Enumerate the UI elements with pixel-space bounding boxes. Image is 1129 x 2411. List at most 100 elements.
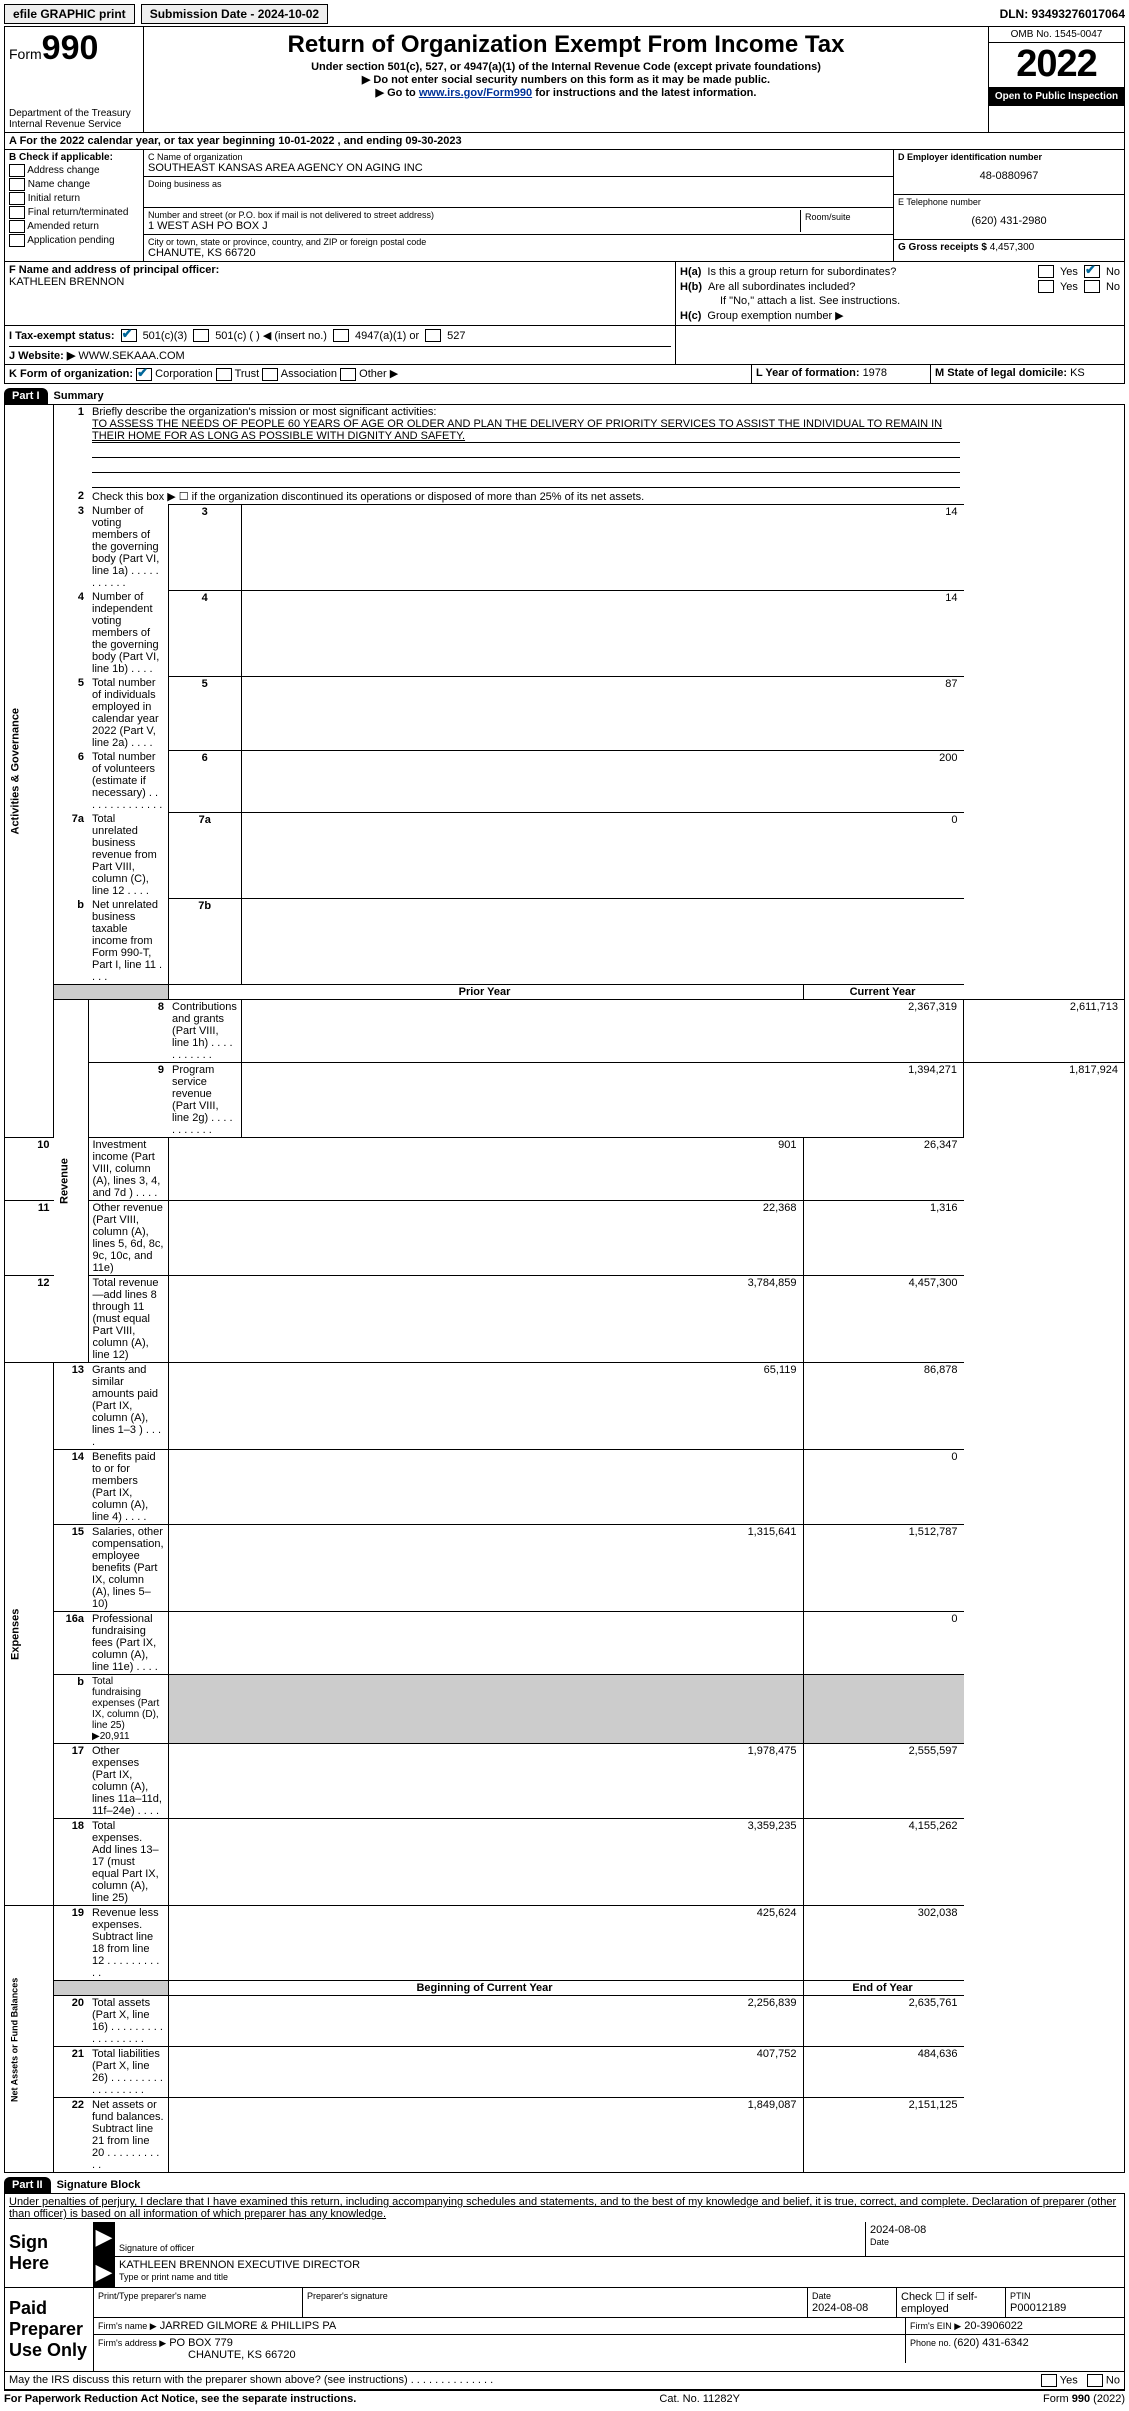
sign-here-label: Sign Here: [5, 2222, 94, 2287]
l17-cy: 2,555,597: [803, 1744, 964, 1819]
l16a-py: [168, 1612, 803, 1675]
mission-text: TO ASSESS THE NEEDS OF PEOPLE 60 YEARS O…: [92, 418, 960, 443]
chk-assoc[interactable]: [262, 368, 278, 381]
prep-name-label: Print/Type preparer's name: [98, 2291, 206, 2301]
chk-app-pending[interactable]: Application pending: [9, 234, 139, 247]
efile-button[interactable]: efile GRAPHIC print: [4, 4, 135, 24]
eoy-header: End of Year: [803, 1981, 964, 1996]
l11-text: Other revenue (Part VIII, column (A), li…: [88, 1201, 168, 1276]
self-employed-check[interactable]: Check ☐ if self-employed: [897, 2288, 1006, 2317]
l22-text: Net assets or fund balances. Subtract li…: [88, 2098, 168, 2173]
chk-501c3[interactable]: [121, 329, 137, 342]
dept-label: Department of the Treasury: [9, 108, 139, 119]
l21-text: Total liabilities (Part X, line 26): [88, 2047, 168, 2098]
top-toolbar: efile GRAPHIC print Submission Date - 20…: [4, 4, 1125, 24]
city-value: CHANUTE, KS 66720: [148, 247, 889, 259]
l19-py: 425,624: [168, 1906, 803, 1981]
org-name: SOUTHEAST KANSAS AREA AGENCY ON AGING IN…: [148, 162, 889, 174]
opt-4947: 4947(a)(1) or: [355, 330, 419, 342]
tax-year: 2022: [989, 43, 1124, 86]
l7b-text: Net unrelated business taxable income fr…: [88, 898, 168, 985]
chk-final-return[interactable]: Final return/terminated: [9, 206, 139, 219]
ha-text: Is this a group return for subordinates?: [707, 266, 1032, 278]
chk-527[interactable]: [425, 329, 441, 342]
addr-value: 1 WEST ASH PO BOX J: [148, 220, 800, 232]
website-value: WWW.SEKAAA.COM: [75, 350, 184, 362]
l13-text: Grants and similar amounts paid (Part IX…: [88, 1363, 168, 1450]
chk-corp[interactable]: [136, 368, 152, 381]
firm-city: CHANUTE, KS 66720: [98, 2349, 901, 2361]
l16b-val: 20,911: [100, 1731, 130, 1742]
row-m-label: M State of legal domicile:: [935, 367, 1070, 379]
boy-header: Beginning of Current Year: [168, 1981, 803, 1996]
chk-address-change[interactable]: Address change: [9, 164, 139, 177]
l20-text: Total assets (Part X, line 16): [88, 1996, 168, 2047]
opt-501c: 501(c) ( ) ◀ (insert no.): [215, 329, 327, 342]
l1-label: Briefly describe the organization's miss…: [92, 406, 436, 418]
l15-text: Salaries, other compensation, employee b…: [88, 1525, 168, 1612]
chk-amended[interactable]: Amended return: [9, 220, 139, 233]
year-formation: 1978: [863, 367, 887, 379]
cy-header: Current Year: [803, 985, 964, 1000]
signature-block: Sign Here ▶ Signature of officer 2024-08…: [4, 2222, 1125, 2372]
city-label: City or town, state or province, country…: [148, 237, 889, 247]
l10-text: Investment income (Part VIII, column (A)…: [88, 1138, 168, 1201]
sig-date: 2024-08-08: [870, 2224, 926, 2236]
l16a-cy: 0: [803, 1612, 964, 1675]
chk-trust[interactable]: [216, 368, 232, 381]
declaration-text: Under penalties of perjury, I declare th…: [4, 2193, 1125, 2222]
l20-cy: 2,635,761: [803, 1996, 964, 2047]
officer-name: KATHLEEN BRENNON: [9, 276, 124, 288]
chk-initial-return[interactable]: Initial return: [9, 192, 139, 205]
prep-sig-label: Preparer's signature: [307, 2291, 388, 2301]
opt-other: Other ▶: [359, 368, 398, 380]
l22-cy: 2,151,125: [803, 2098, 964, 2173]
row-f-h: F Name and address of principal officer:…: [4, 262, 1125, 326]
ha-yes[interactable]: [1038, 265, 1054, 278]
discuss-text: May the IRS discuss this return with the…: [9, 2374, 493, 2387]
discuss-no[interactable]: [1087, 2374, 1103, 2387]
goto-label: Go to: [387, 87, 419, 99]
ha-no[interactable]: [1084, 265, 1100, 278]
l17-py: 1,978,475: [168, 1744, 803, 1819]
l17-text: Other expenses (Part IX, column (A), lin…: [88, 1744, 168, 1819]
l4-text: Number of independent voting members of …: [88, 590, 168, 676]
opt-corp: Corporation: [155, 368, 212, 380]
col-b-title: B Check if applicable:: [9, 152, 113, 163]
hb-no[interactable]: [1084, 280, 1100, 293]
dln-text: DLN: 93493276017064: [1000, 7, 1125, 21]
l12-cy: 4,457,300: [803, 1276, 964, 1363]
part-2-title: Signature Block: [51, 2179, 141, 2191]
irs-label: Internal Revenue Service: [9, 119, 139, 130]
h-note: If "No," attach a list. See instructions…: [680, 294, 1120, 308]
officer-label: F Name and address of principal officer:: [9, 264, 219, 276]
summary-table: Activities & Governance 1Briefly describ…: [4, 404, 1125, 2174]
row-a-mid: , and ending: [334, 135, 405, 147]
l8-py: 2,367,319: [241, 1000, 963, 1063]
hb-yes[interactable]: [1038, 280, 1054, 293]
l10-py: 901: [168, 1138, 803, 1201]
firm-phone: (620) 431-6342: [954, 2337, 1029, 2349]
dba-label: Doing business as: [148, 179, 889, 189]
opt-501c3: 501(c)(3): [143, 330, 188, 342]
state-domicile: KS: [1070, 367, 1085, 379]
chk-name-change[interactable]: Name change: [9, 178, 139, 191]
firm-ein-label: Firm's EIN ▶: [910, 2321, 961, 2331]
discuss-yes[interactable]: [1041, 2374, 1057, 2387]
irs-link[interactable]: www.irs.gov/Form990: [419, 87, 532, 99]
l19-cy: 302,038: [803, 1906, 964, 1981]
l11-cy: 1,316: [803, 1201, 964, 1276]
submission-date-button[interactable]: Submission Date - 2024-10-02: [141, 4, 328, 24]
firm-addr: PO BOX 779: [169, 2337, 233, 2349]
chk-4947[interactable]: [333, 329, 349, 342]
l6-text: Total number of volunteers (estimate if …: [88, 750, 168, 812]
l11-py: 22,368: [168, 1201, 803, 1276]
prep-date-label: Date: [812, 2291, 831, 2301]
chk-other[interactable]: [340, 368, 356, 381]
omb-label: OMB No. 1545-0047: [989, 27, 1124, 43]
org-name-label: C Name of organization: [148, 152, 889, 162]
vert-activities: Activities & Governance: [5, 404, 54, 1138]
chk-501c[interactable]: [193, 329, 209, 342]
phone-value: (620) 431-2980: [898, 207, 1120, 227]
part-1-header: Part I: [4, 388, 48, 404]
